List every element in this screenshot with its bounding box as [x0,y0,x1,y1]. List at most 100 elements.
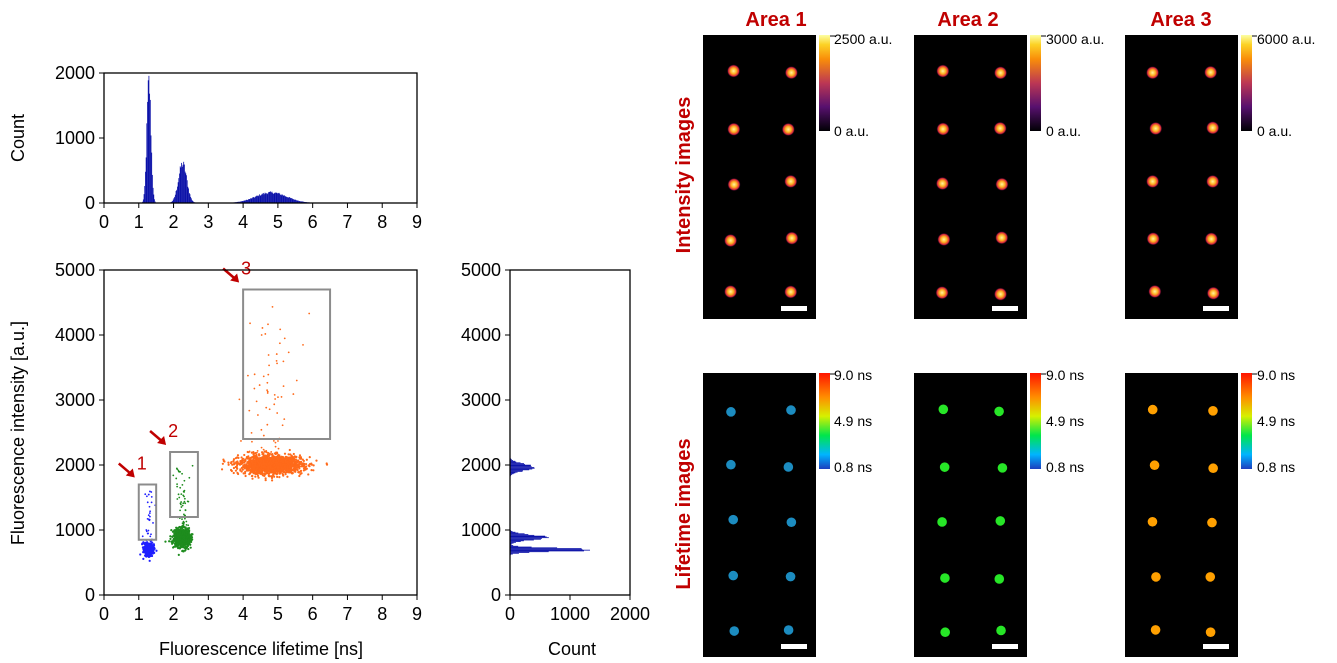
scatter-point [175,477,178,480]
y-tick-label: 1000 [55,520,95,540]
scatter-point [232,466,236,470]
scatter-point [283,465,286,469]
scatter-point [182,502,185,505]
scatter-point [177,493,180,496]
scatter-point [268,464,272,468]
hist-bar [271,191,273,203]
hist-bar [275,192,276,203]
cell-spot [783,625,794,635]
scatter-point [289,461,292,464]
hist-bar [266,193,267,203]
hist-bar [510,467,535,469]
scatter-point [150,543,153,546]
cell-spot [994,66,1008,80]
scatter-point [258,462,261,466]
scatter-point [181,532,184,535]
hist-bar [247,199,249,203]
scatter-point [307,473,310,476]
scatter-point [244,470,247,473]
scatter-point [176,542,179,545]
scatter-point [181,518,183,521]
hist-bar [186,180,188,203]
scatter-point [241,468,244,471]
cell-spot [726,459,736,470]
hist-bar [510,534,535,536]
cell-spot [1150,625,1161,635]
scatter-point [187,547,190,551]
colorbar-3-min: 0 a.u. [1257,123,1292,139]
cell-spot [724,234,738,248]
hist-bar [175,191,177,203]
x-tick-label: 8 [377,604,387,624]
scatter-point [264,477,267,480]
scale-bar [1203,644,1229,649]
hist-bar [510,463,524,464]
side-histogram-yticks: 0 1000 2000 3000 4000 5000 [461,260,510,605]
scatter-point [145,553,148,556]
hist-bar [263,194,265,203]
x-tick-label: 4 [238,212,248,232]
scatter-point [176,498,179,500]
scatter-point [266,470,269,473]
scatter-point [273,475,276,478]
scatter-point [265,406,268,409]
x-tick-label: 6 [308,604,318,624]
cell-spot [1146,174,1160,188]
colorbar-2-min: 0 a.u. [1046,123,1081,139]
hist-bar [250,198,251,203]
scatter-point [252,462,254,465]
scatter-point [266,392,269,394]
hist-bar [275,192,277,203]
scatter-point [273,469,276,472]
hist-bar [249,199,251,203]
gate-label: 2 [168,421,178,441]
scatter-point [258,384,261,386]
scatter-point [187,526,191,530]
hist-bar [277,193,278,203]
scatter-point [290,472,294,475]
scatter-point [256,457,259,460]
hist-bar [147,80,149,203]
cell-spot [1148,284,1162,298]
scatter-point [184,526,187,530]
scatter-point [254,464,257,467]
colorbar [1241,35,1252,131]
scatter-point [284,471,287,475]
x-tick-label: 6 [308,212,318,232]
scatter-point [277,440,279,442]
scatter-point [173,542,177,545]
hist-bar [253,197,255,203]
hist-bar [252,197,254,203]
hist-bar [287,197,289,203]
scatter-point [288,448,291,452]
side-histogram: 0 1000 2000 0 1000 2000 3000 4000 5000 Count [461,260,650,659]
scatter-point [276,466,279,469]
x-tick-label: 7 [342,212,352,232]
hist-bar [174,196,176,203]
cell-spot [1208,406,1218,416]
column-title-area-1: Area 1 [745,9,806,31]
scatter-point [181,542,184,546]
scatter-point [149,510,152,513]
scatter-point [265,469,268,472]
scatter-point [276,457,279,460]
scatter-point [246,465,249,468]
scatter-point [260,428,263,431]
hist-bar [510,534,529,535]
scatter-point [294,469,297,472]
cell-spot [995,516,1006,526]
hist-bar [273,193,274,203]
colorbar-6-mid: 4.9 ns [1257,413,1295,429]
scatter-point [292,456,295,459]
scatter-point [281,461,285,464]
top-histogram-ylabel: Count [8,114,28,162]
hist-bar [290,198,292,203]
scatter-point [173,529,176,531]
hist-bar [510,531,513,532]
scatter-point [276,475,279,478]
scatter-point [182,524,185,526]
scatter-point [177,553,180,557]
hist-bar [300,201,302,203]
scatter-point [256,474,260,478]
scatter-point [253,462,257,466]
